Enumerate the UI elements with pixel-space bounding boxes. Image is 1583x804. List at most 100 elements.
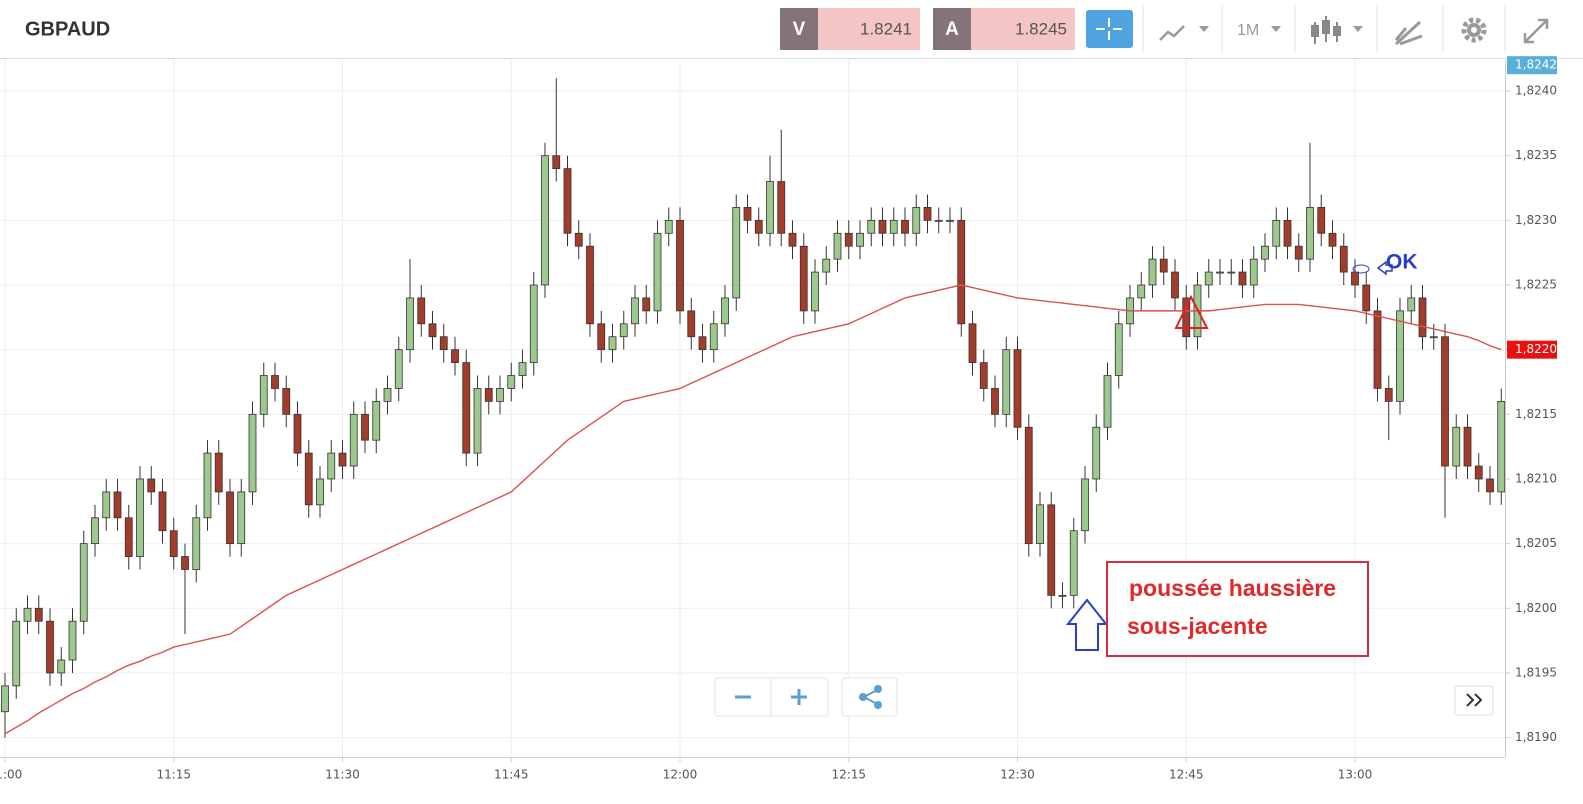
candle-body [1362,284,1371,312]
buy-button[interactable]: A 1.8245 [933,8,1075,50]
candle-body [1407,297,1416,312]
candle-body [844,232,853,247]
candle-body [136,478,144,557]
x-tick-label: 11:00 [0,768,22,782]
draw-tool-button[interactable] [1394,20,1423,46]
candle-icon [1322,20,1330,34]
y-tick-label: 1,8205 [1515,536,1557,550]
symbol: GBPAUD [25,18,110,40]
candle-body [1092,426,1101,480]
candle-body [698,336,707,351]
crosshair-button[interactable] [1086,10,1133,48]
annotation-box [1106,561,1369,657]
x-tick-label: 11:30 [325,768,360,782]
annotations: poussée haussière sous-jacente OK [1065,251,1418,657]
candle-body [79,543,88,622]
candle-body [1418,297,1427,338]
candle-body [1058,594,1067,597]
candle-body [473,388,482,454]
price-badge-label: 1,8220 [1515,342,1557,356]
candle-body [946,219,954,222]
scroll-end-button[interactable] [1466,693,1483,707]
annotation-text: poussée haussière [1129,575,1336,601]
expand-button[interactable] [1523,18,1549,44]
candle-body [597,323,606,351]
arrow-up [1065,598,1109,651]
candle-body [214,452,223,493]
candle-body [1171,271,1179,299]
signal-triangle [1174,294,1209,329]
candle-body [484,388,493,402]
timeframe-button[interactable]: 1M [1237,22,1281,39]
share-bg [841,677,898,717]
candle-body [271,375,279,389]
candle-body [192,517,201,570]
line-icon [1159,25,1185,41]
zoom-in-button[interactable] [791,689,807,705]
candle-body [856,232,864,247]
plot-area [0,60,1506,757]
share-icon [874,685,882,693]
share-button[interactable] [859,685,882,709]
candle-body [1103,375,1112,428]
candle-body [124,517,133,557]
dropdown-arrow [1199,26,1209,32]
annotation-text: sous-jacente [1127,613,1268,639]
candle-body [889,219,898,234]
y-tick-label: 1,8235 [1515,148,1557,162]
candle-style-button[interactable] [1311,16,1363,44]
buy-price: 1.8245 [1015,19,1067,38]
dropdown-arrow [1353,26,1363,32]
x-tick-label: 12:00 [663,768,698,782]
candle-body [743,207,752,221]
settings-button[interactable] [1461,17,1487,43]
y-tick-label: 1,8210 [1515,471,1557,485]
candle-body [968,323,977,363]
candle-body [1441,336,1449,467]
candle-body [833,232,842,260]
candle-body [23,607,32,622]
x-tick-label: 11:15 [156,768,191,782]
candle-body [57,659,66,674]
annotation-text: OK [1386,251,1418,274]
candle-body [248,413,257,493]
y-tick-label: 1,8195 [1515,665,1557,679]
candle-body [181,556,189,570]
candle-body [664,219,673,234]
timeframe: 1M [1237,22,1259,39]
candle-body [912,207,921,234]
candle-body [1013,349,1022,428]
candle-body [676,219,684,312]
y-tick-label: 1,8215 [1515,407,1557,421]
candle-body [316,478,324,506]
candle-body [1396,310,1404,402]
candle-body [68,620,77,661]
candle-body [259,375,268,415]
sell-price: 1.8241 [860,19,912,38]
candle-body [282,388,291,415]
candle-body [867,219,876,234]
candle-body [1373,310,1382,389]
x-tick-label: 12:45 [1169,768,1204,782]
candle-body [147,478,156,493]
candle-body [1114,323,1123,376]
candle-body [428,323,437,338]
candle-body [979,362,988,389]
candle-body [991,388,999,415]
candle-body [923,207,932,221]
candle-body [1036,504,1044,545]
candle-body [518,362,527,376]
crosshair-icon [1096,18,1122,40]
sell-button[interactable]: V 1.8241 [780,8,920,50]
candle-body [1002,349,1011,415]
candle-body [1204,271,1213,286]
y-tick-label: 1,8230 [1515,213,1557,227]
candle-body [619,323,628,338]
candle-body [293,413,302,454]
candle-body [732,207,741,299]
chart-type-button[interactable] [1159,25,1209,41]
buy-label: A [945,19,959,40]
candle-body [46,620,54,674]
candle-body [1216,271,1224,274]
sell-price-bg [818,8,920,50]
